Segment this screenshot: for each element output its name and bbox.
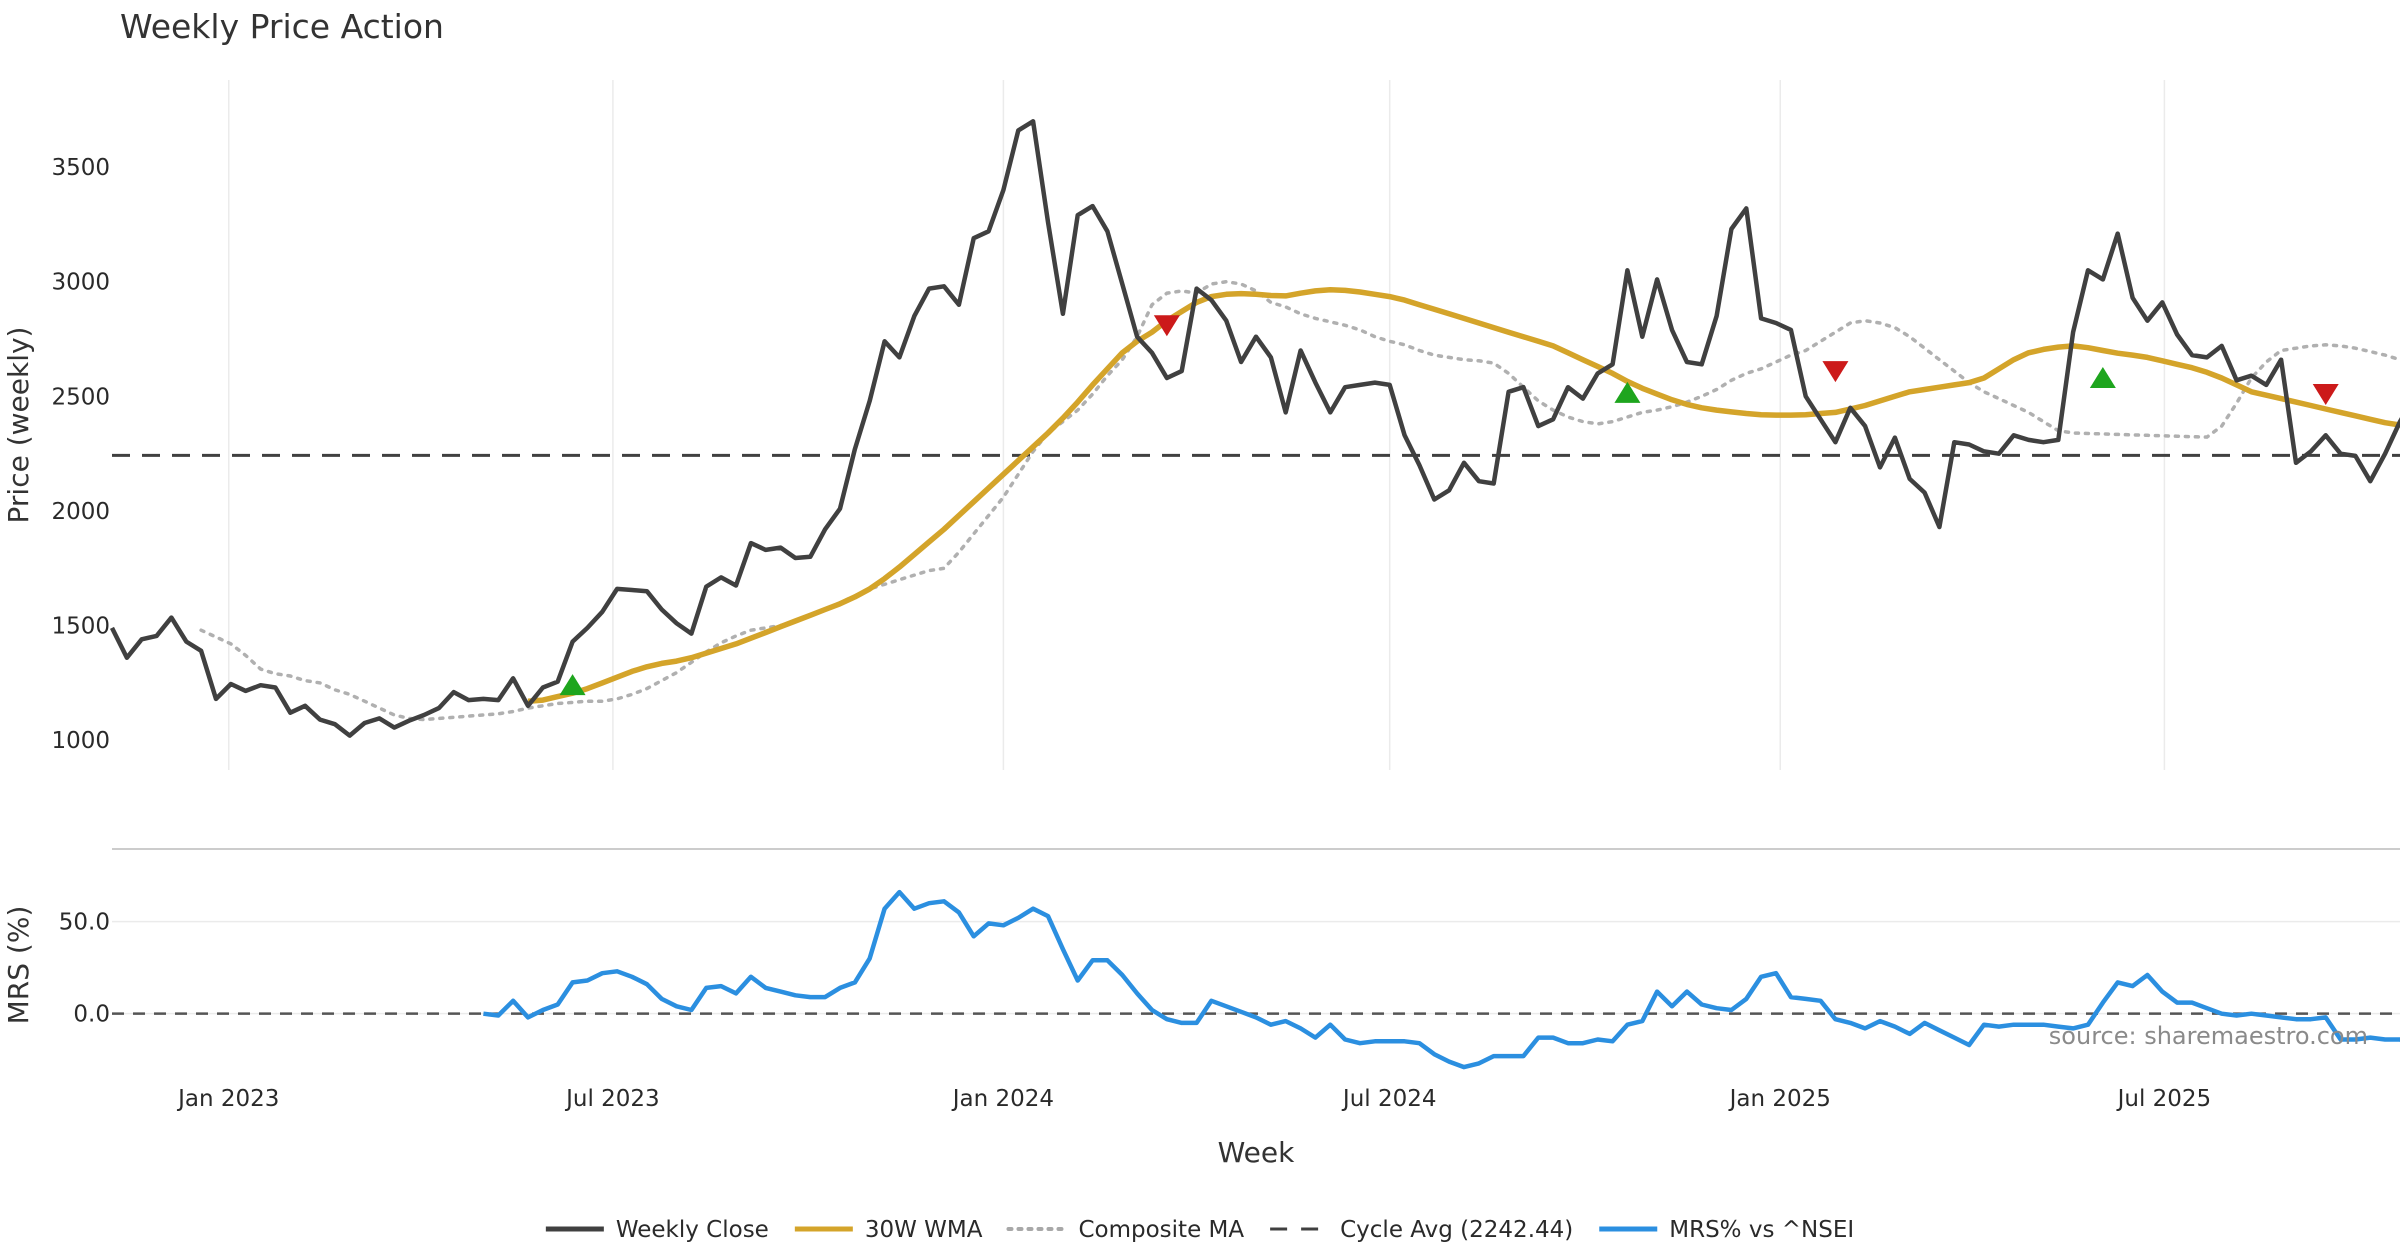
price-y-tick-label: 2500 [51,384,110,410]
price-y-tick-label: 3500 [51,155,110,181]
mrs-y-axis-label: MRS (%) [2,906,35,1025]
buy-signal-marker [2089,367,2116,389]
series-weekly-close-line [109,119,2400,738]
price-y-axis-label: Price (weekly) [2,327,35,524]
legend-label: Weekly Close [616,1217,769,1243]
price-vertical-grid [227,80,2166,770]
series-composite-ma-line [199,279,2400,722]
legend-label: Composite MA [1078,1217,1244,1243]
x-tick-label: Jul 2023 [564,1086,660,1112]
chart-title: Weekly Price Action [120,7,444,46]
price-y-tick-label: 1500 [51,614,110,640]
price-y-tick-label: 3000 [51,270,110,296]
mrs-panel: 0.0 50.0 MRS (%) source: sharemaestro.com [2,889,2400,1070]
legend-item: 30W WMA [794,1217,983,1243]
legend-label: MRS% vs ^NSEI [1669,1217,1854,1243]
sell-signal-marker [1822,361,1849,383]
legend-item: MRS% vs ^NSEI [1599,1217,1854,1243]
legend-item: Composite MA [1006,1217,1244,1243]
sell-signal-marker [1153,315,1180,337]
legend-item: Weekly Close [545,1217,769,1243]
series-30w-wma-line [527,287,2400,704]
x-axis-label: Week [1218,1136,1295,1169]
legend-item: Cycle Avg (2242.44) [1270,1217,1573,1243]
legend: Weekly Close 30W WMA Composite MA Cycle Avg… [545,1217,1854,1243]
x-tick-label: Jan 2023 [176,1086,279,1112]
price-y-tick-label: 1000 [51,728,110,754]
signal-markers [559,315,2339,696]
mrs-y-tick-label: 0.0 [73,1002,110,1028]
buy-signal-marker [1614,381,1641,403]
source-note: source: sharemaestro.com [2049,1022,2368,1050]
x-tick-label: Jan 2025 [1728,1086,1831,1112]
series-mrs-line [483,889,2400,1070]
x-tick-label: Jul 2025 [2116,1086,2212,1112]
x-tick-label: Jan 2024 [951,1086,1054,1112]
sell-signal-marker [2312,384,2339,406]
price-panel: 1000 1500 2000 2500 3000 3500 Price (weekly) [2,80,2400,770]
mrs-y-tick-label: 50.0 [59,910,110,936]
buy-signal-marker [559,674,586,696]
x-axis-ticks: Jan 2023 Jul 2023 Jan 2024 Jul 2024 Jan 2025… [176,1086,2211,1112]
price-y-tick-label: 2000 [51,499,110,525]
price-y-ticks: 1000 1500 2000 2500 3000 3500 [51,155,110,754]
mrs-y-ticks: 0.0 50.0 [59,910,110,1028]
mrs-horizontal-grid [112,920,2400,1015]
legend-label: Cycle Avg (2242.44) [1340,1217,1573,1243]
legend-label: 30W WMA [865,1217,983,1243]
x-tick-label: Jul 2024 [1341,1086,1437,1112]
